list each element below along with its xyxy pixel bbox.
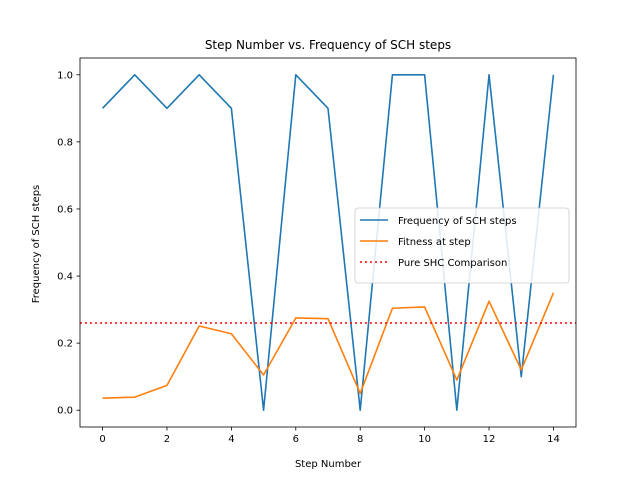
- y-tick-label-3: 0.6: [57, 204, 73, 215]
- legend-label-1: Frequency of SCH steps: [398, 216, 517, 227]
- x-tick-label-1: 2: [164, 434, 170, 445]
- y-tick-label-0: 0.0: [57, 406, 73, 417]
- series-line-2: [102, 292, 555, 399]
- legend-label-2: Fitness at step: [398, 237, 471, 248]
- plot-frame: [79, 57, 577, 428]
- legend-label-3: Pure SHC Comparison: [398, 258, 507, 269]
- x-tick-label-7: 14: [547, 434, 560, 445]
- x-tick-label-6: 12: [483, 434, 496, 445]
- x-axis-label: Step Number: [295, 459, 362, 470]
- series-line-1: [101, 73, 555, 412]
- x-tick-label-0: 0: [99, 434, 105, 445]
- chart-title: Step Number vs. Frequency of SCH steps: [205, 38, 451, 52]
- plot-lines: [80, 73, 576, 412]
- x-tick-label-2: 4: [228, 434, 234, 445]
- x-tick-label-4: 8: [357, 434, 363, 445]
- y-tick-label-5: 1.0: [57, 70, 73, 81]
- legend: Frequency of SCH steps Fitness at step Pur…: [354, 207, 570, 284]
- y-tick-label-2: 0.4: [57, 272, 73, 283]
- legend-box: [354, 207, 570, 284]
- x-tick-label-5: 10: [418, 434, 431, 445]
- y-tick-label-4: 0.8: [57, 137, 73, 148]
- y-tick-label-1: 0.2: [57, 339, 73, 350]
- y-axis-label: Frequency of SCH steps: [31, 185, 42, 304]
- x-tick-label-3: 6: [293, 434, 299, 445]
